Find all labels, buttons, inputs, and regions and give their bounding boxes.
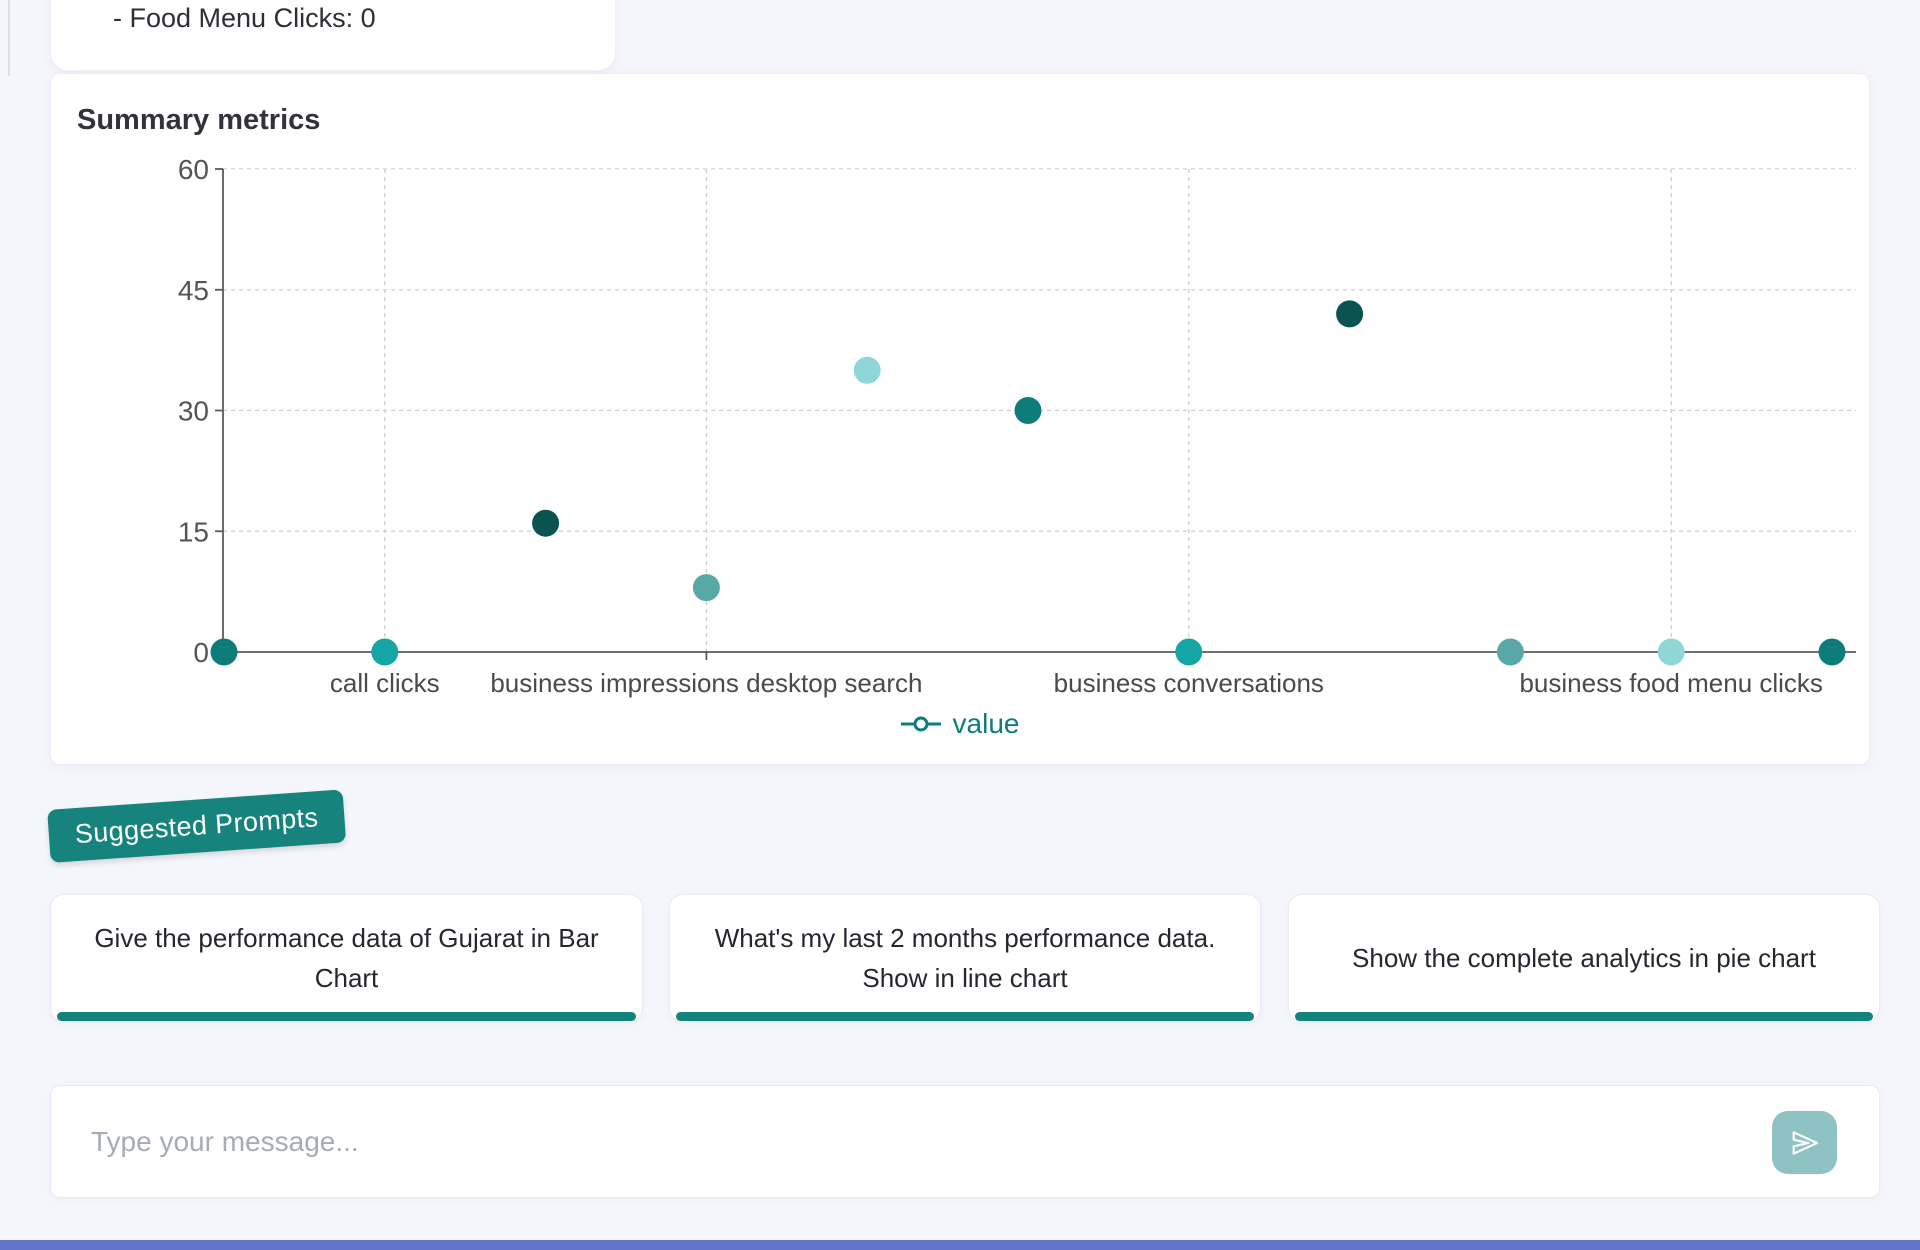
y-tick-label: 30	[178, 396, 209, 427]
prompt-card-pie-chart[interactable]: Show the complete analytics in pie chart	[1288, 894, 1880, 1022]
y-tick-label: 60	[178, 154, 209, 185]
send-button[interactable]	[1772, 1111, 1837, 1174]
scatter-point	[210, 638, 238, 666]
left-divider	[8, 0, 10, 76]
chat-message-card: - Food Menu Clicks: 0	[50, 0, 616, 71]
summary-metrics-chart: 0 15 30 45 60 call clicks business impressions…	[178, 154, 1856, 698]
scatter-point	[1818, 638, 1846, 666]
bottom-accent-bar	[0, 1240, 1920, 1250]
scatter-point	[1014, 397, 1042, 424]
scatter-point	[1657, 638, 1685, 666]
x-tick-label: business impressions desktop search	[490, 668, 922, 698]
y-tick-label: 0	[193, 637, 209, 668]
legend-label: value	[952, 708, 1020, 739]
chart-legend: value	[51, 704, 1869, 744]
message-input[interactable]	[91, 1086, 1711, 1197]
composer	[50, 1085, 1880, 1198]
y-tick-label: 45	[178, 275, 209, 306]
suggested-prompts-badge: Suggested Prompts	[47, 789, 347, 863]
chart-title: Summary metrics	[77, 104, 321, 136]
prompt-card-label: Give the performance data of Gujarat in …	[94, 922, 599, 993]
scatter-point	[692, 574, 720, 602]
scatter-point	[1336, 300, 1364, 328]
scatter-point	[532, 509, 560, 537]
x-tick-label: call clicks	[330, 668, 440, 698]
prompt-card-gujarat-bar-chart[interactable]: Give the performance data of Gujarat in …	[50, 894, 643, 1022]
prompt-card-label: What's my last 2 months performance data…	[714, 922, 1216, 993]
prompt-card-line-chart[interactable]: What's my last 2 months performance data…	[669, 894, 1261, 1022]
scatter-point	[853, 356, 881, 384]
x-tick-label: business food menu clicks	[1519, 668, 1822, 698]
paper-plane-icon	[1792, 1130, 1818, 1155]
prompt-card-label: Show the complete analytics in pie chart	[1352, 942, 1816, 973]
scatter-point	[1175, 638, 1203, 666]
summary-metrics-card: Summary metrics 0 15 30 45 60 call clicks busi…	[50, 73, 1870, 765]
x-tick-label: business conversations	[1054, 668, 1324, 698]
scatter-point	[371, 638, 399, 666]
scatter-point	[1496, 638, 1524, 666]
y-tick-label: 15	[178, 516, 209, 547]
legend-line-icon	[900, 716, 941, 732]
chat-message-text: - Food Menu Clicks: 0	[113, 3, 376, 33]
